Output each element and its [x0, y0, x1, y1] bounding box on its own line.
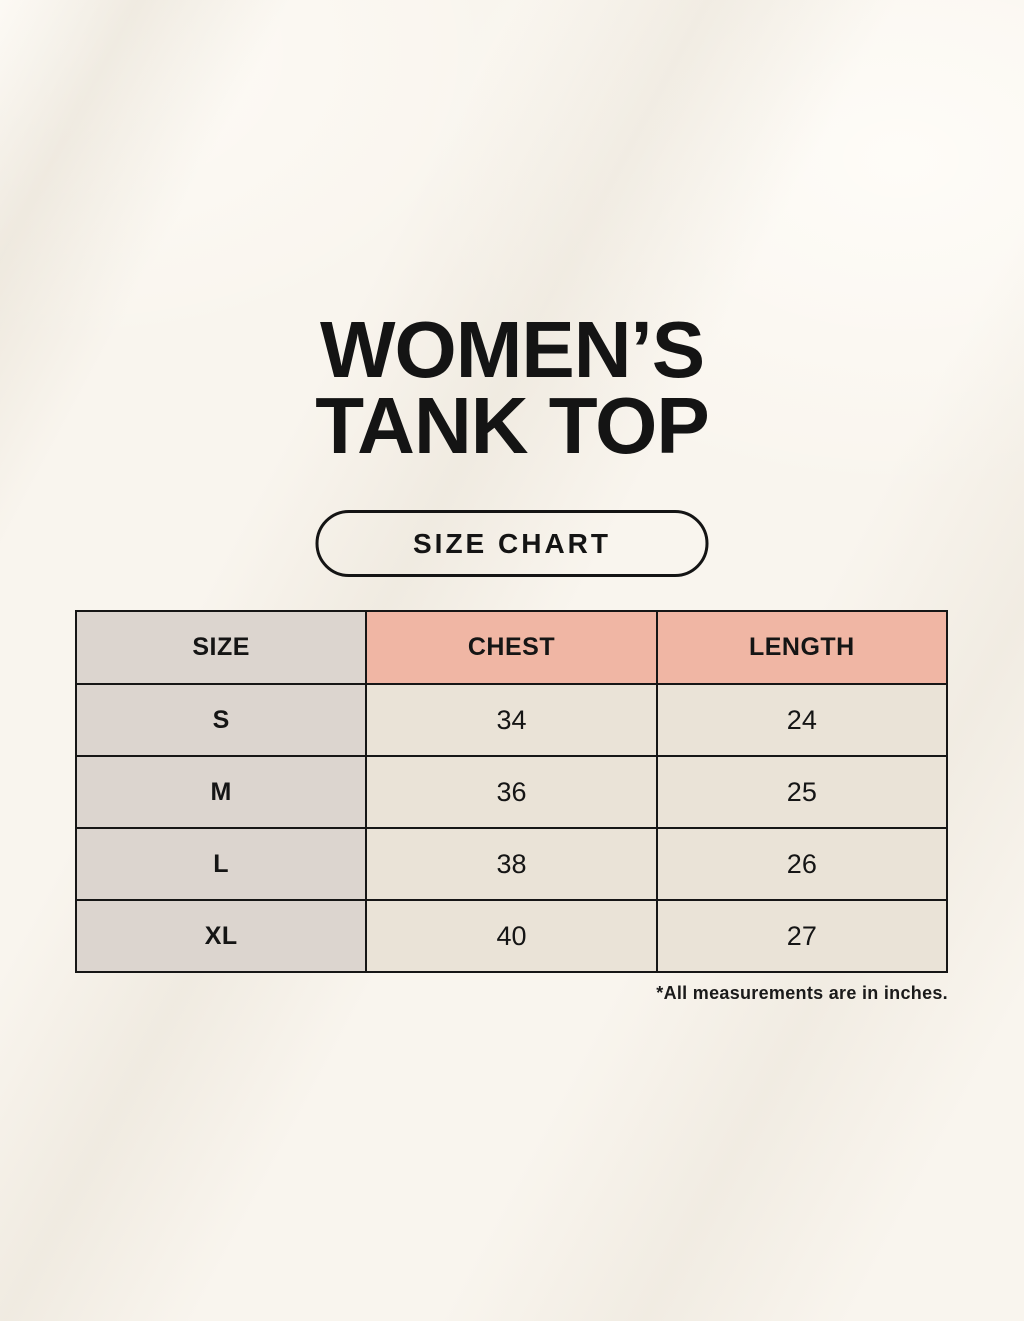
measurements-footnote: *All measurements are in inches. — [656, 983, 948, 1003]
size-cell-s: S — [74, 683, 368, 757]
column-header-size: SIZE — [74, 610, 368, 685]
size-chart-badge: SIZE CHART — [315, 510, 709, 577]
length-cell-l: 26 — [655, 827, 949, 901]
page-title-line1: WOMEN’S — [319, 305, 705, 394]
length-cell-xl: 27 — [655, 899, 949, 973]
table-row-l: L 38 26 — [74, 827, 949, 901]
table-row-s: S 34 24 — [74, 683, 949, 757]
size-cell-m: M — [74, 755, 368, 829]
chest-cell-l: 38 — [365, 827, 658, 901]
size-cell-xl: XL — [74, 899, 368, 973]
size-chart-table-body: S 34 24 M 36 25 L 38 26 XL 40 27 — [74, 683, 949, 973]
size-cell-l: L — [74, 827, 368, 901]
page-title-line2: TANK TOP — [315, 381, 709, 470]
length-cell-m: 25 — [655, 755, 949, 829]
size-chart-table-header: SIZE CHEST LENGTH — [74, 610, 949, 685]
column-header-chest: CHEST — [365, 610, 658, 685]
header-row: SIZE CHEST LENGTH — [74, 610, 949, 685]
length-cell-s: 24 — [655, 683, 949, 757]
size-chart-badge-label: SIZE CHART — [413, 527, 611, 559]
chest-cell-xl: 40 — [365, 899, 658, 973]
column-header-length: LENGTH — [655, 610, 949, 685]
chest-cell-s: 34 — [365, 683, 658, 757]
table-row-m: M 36 25 — [74, 755, 949, 829]
size-chart-table: SIZE CHEST LENGTH S 34 24 M 36 25 L 38 2… — [74, 610, 949, 973]
page-title: WOMEN’S TANK TOP — [0, 305, 1024, 470]
table-row-xl: XL 40 27 — [74, 899, 949, 973]
chest-cell-m: 36 — [365, 755, 658, 829]
